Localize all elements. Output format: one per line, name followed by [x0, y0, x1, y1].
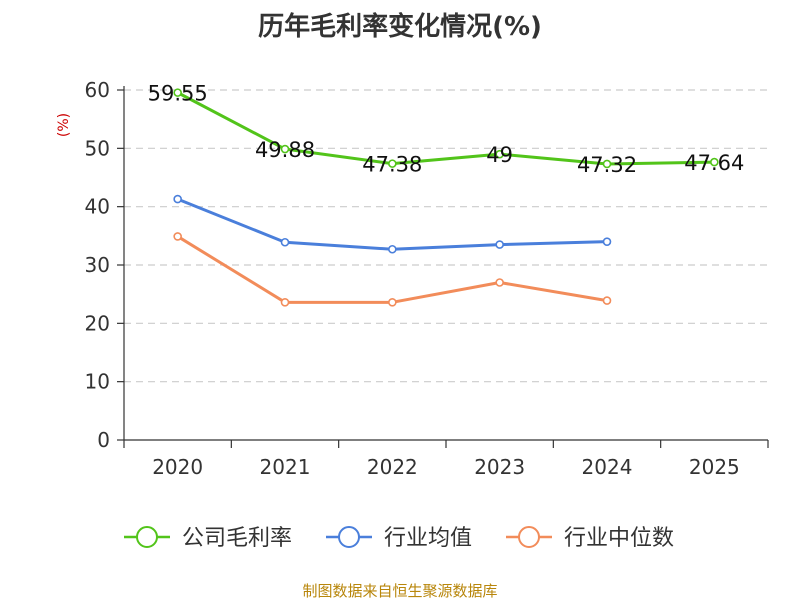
- legend-marker: [136, 526, 158, 548]
- data-point: [602, 296, 612, 305]
- x-tick-label: 2023: [474, 455, 525, 479]
- data-label: 49: [486, 143, 513, 167]
- legend-label: 行业中位数: [564, 526, 674, 551]
- y-tick-label: 30: [85, 253, 110, 277]
- x-tick-label: 2020: [152, 455, 203, 479]
- x-tick-label: 2021: [260, 455, 311, 479]
- data-point: [388, 159, 397, 168]
- series-group: [173, 88, 719, 307]
- legend-label: 公司毛利率: [182, 526, 292, 551]
- y-axis-label: (%): [56, 113, 72, 137]
- y-tick-label: 0: [97, 428, 110, 452]
- legend-marker: [518, 526, 540, 548]
- y-tick-label: 60: [85, 78, 110, 102]
- data-point: [388, 244, 397, 254]
- data-point: [495, 278, 504, 287]
- x-tick-label: 2025: [689, 455, 740, 479]
- series-line: [176, 91, 715, 166]
- axes: 0 10 20 30 40 50 60 2020 2021 2022 2023 2024 2025: [85, 78, 769, 479]
- y-tick-label: 20: [85, 311, 110, 335]
- data-point: [602, 237, 612, 246]
- data-point: [495, 240, 504, 249]
- series-2: [173, 194, 612, 254]
- chart-title: 历年毛利率变化情况(%): [258, 12, 542, 42]
- data-label: 47.38: [362, 153, 422, 177]
- data-point: [173, 88, 182, 97]
- y-tick-label: 40: [85, 195, 110, 219]
- data-label: 59.55: [148, 82, 208, 106]
- data-label: 47.64: [684, 151, 744, 175]
- data-point: [495, 149, 504, 159]
- data-point: [710, 157, 719, 167]
- legend-label: 行业均值: [384, 526, 472, 551]
- data-point: [280, 298, 290, 307]
- x-tick-label: 2022: [367, 455, 418, 479]
- data-point: [388, 298, 397, 307]
- legend: 公司毛利率 行业均值 行业中位数: [124, 526, 674, 551]
- y-tick-label: 50: [85, 136, 110, 160]
- data-labels: 59.55 49.88 47.38 49 47.32 47.64: [148, 82, 745, 177]
- source-note: 制图数据来自恒生聚源数据库: [302, 582, 498, 600]
- legend-item-1: 公司毛利率: [124, 526, 292, 551]
- data-point: [173, 232, 182, 241]
- data-point: [280, 237, 290, 247]
- series-3: [173, 232, 612, 307]
- legend-marker: [338, 526, 360, 548]
- data-label: 47.32: [577, 153, 637, 177]
- x-tick-label: 2024: [582, 455, 633, 479]
- legend-item-3: 行业中位数: [506, 526, 674, 551]
- grid-lines: [124, 89, 768, 383]
- data-point: [602, 159, 612, 169]
- data-label: 49.88: [255, 138, 315, 162]
- series-1: [173, 88, 719, 169]
- legend-item-2: 行业均值: [326, 526, 472, 551]
- data-point: [173, 194, 182, 204]
- data-point: [280, 144, 290, 154]
- y-tick-label: 10: [85, 370, 110, 394]
